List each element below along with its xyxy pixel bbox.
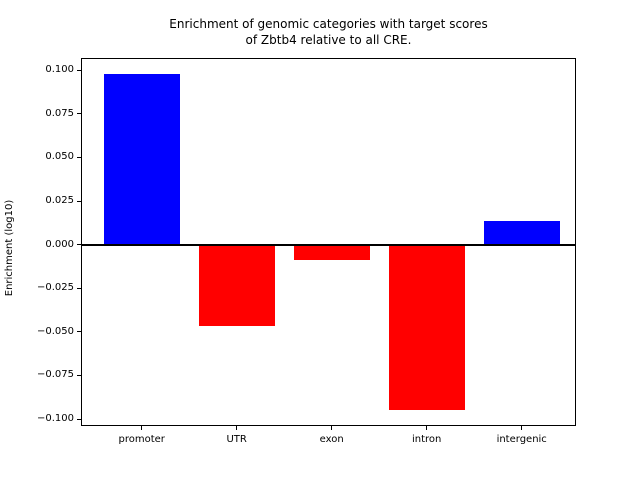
y-tick-label: −0.050 xyxy=(36,325,74,337)
y-tick-label: −0.075 xyxy=(36,369,74,381)
x-tick-label-exon: exon xyxy=(319,434,344,445)
y-tick-mark xyxy=(77,69,81,71)
chart-title: Enrichment of genomic categories with ta… xyxy=(169,17,488,47)
x-tick-mark xyxy=(521,426,523,430)
y-tick-label: 0.000 xyxy=(45,238,74,250)
y-tick-label: 0.050 xyxy=(45,151,74,163)
x-tick-label-promoter: promoter xyxy=(118,434,165,445)
bar-intergenic xyxy=(483,220,560,245)
bar-exon xyxy=(293,244,370,261)
y-tick-label: 0.075 xyxy=(45,107,74,119)
y-tick-mark xyxy=(77,331,81,333)
x-tick-mark xyxy=(141,426,143,430)
y-tick-mark xyxy=(77,244,81,246)
bar-intron xyxy=(388,244,465,410)
x-tick-mark xyxy=(236,426,238,430)
x-tick-label-intron: intron xyxy=(411,434,442,445)
bar-promoter xyxy=(103,74,180,245)
x-tick-label-intergenic: intergenic xyxy=(496,434,547,445)
x-tick-label-UTR: UTR xyxy=(226,434,247,445)
zero-line xyxy=(82,243,575,246)
x-tick-mark xyxy=(426,426,428,430)
y-tick-label: −0.100 xyxy=(36,413,74,425)
y-tick-mark xyxy=(77,374,81,376)
y-tick-mark xyxy=(77,200,81,202)
y-tick-label: −0.025 xyxy=(36,282,74,294)
x-tick-mark xyxy=(331,426,333,430)
y-tick-label: 0.025 xyxy=(45,195,74,206)
bar-UTR xyxy=(198,244,275,326)
y-tick-label: 0.100 xyxy=(45,64,74,76)
plot-area xyxy=(81,58,576,426)
y-tick-mark xyxy=(77,287,81,289)
y-tick-mark xyxy=(77,113,81,115)
y-tick-mark xyxy=(77,156,81,158)
y-tick-mark xyxy=(77,418,81,420)
